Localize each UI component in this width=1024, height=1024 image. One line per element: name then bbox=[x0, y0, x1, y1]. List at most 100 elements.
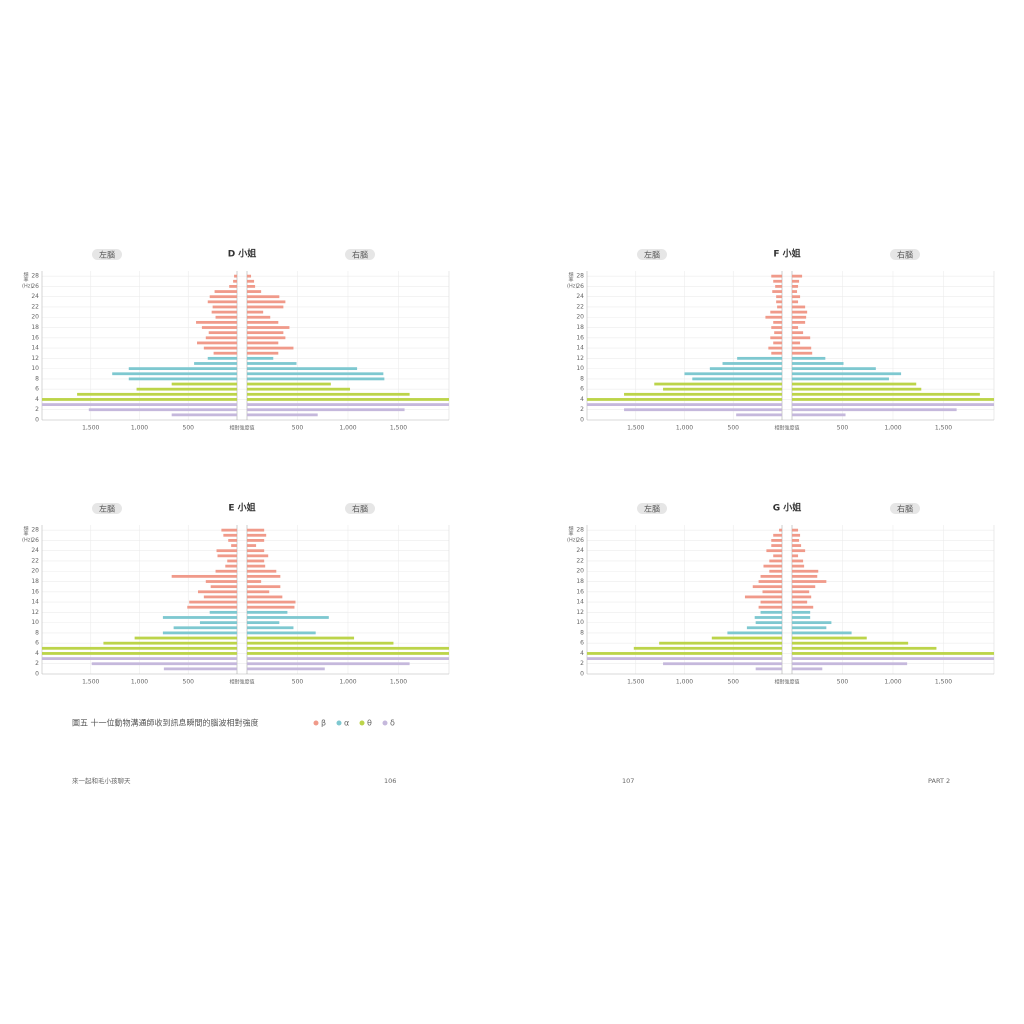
bar bbox=[792, 631, 852, 635]
chart-title: D 小姐 bbox=[228, 248, 257, 260]
x-tick-label: 1,500 bbox=[390, 679, 407, 686]
y-tick-label: 0 bbox=[35, 417, 39, 424]
bar bbox=[42, 398, 237, 401]
bar bbox=[692, 377, 782, 381]
bar bbox=[247, 595, 283, 599]
bar bbox=[247, 554, 269, 558]
pill-label: 右腦 bbox=[897, 250, 913, 260]
y-tick-label: 16 bbox=[31, 334, 39, 341]
bar bbox=[624, 392, 782, 396]
bar bbox=[792, 646, 937, 650]
y-tick-label: 4 bbox=[35, 650, 39, 657]
bar bbox=[792, 392, 980, 396]
bar bbox=[792, 569, 819, 573]
bar bbox=[207, 300, 237, 304]
x-tick-label: 1,500 bbox=[935, 425, 952, 432]
bar bbox=[247, 585, 281, 589]
bar bbox=[758, 605, 782, 609]
y-tick-label: 10 bbox=[31, 365, 39, 372]
x-tick-label: 500 bbox=[837, 425, 849, 432]
bar bbox=[247, 662, 410, 666]
pill-label: 右腦 bbox=[897, 504, 913, 514]
bar bbox=[247, 346, 294, 350]
legend-swatch bbox=[359, 720, 365, 726]
bar bbox=[247, 341, 279, 345]
bar bbox=[792, 667, 823, 671]
legend-label: θ bbox=[367, 719, 372, 728]
bar bbox=[247, 528, 265, 532]
bar bbox=[771, 539, 782, 542]
y-tick-label: 28 bbox=[576, 273, 584, 280]
pill bbox=[890, 503, 920, 514]
y-tick-label: 4 bbox=[35, 396, 39, 403]
bar bbox=[760, 574, 782, 578]
legend-swatch bbox=[336, 720, 342, 726]
bar bbox=[792, 626, 827, 630]
bar bbox=[203, 346, 237, 350]
y-axis-unit: (Hz) bbox=[22, 284, 32, 290]
y-tick-label: 14 bbox=[31, 345, 39, 352]
y-tick-label: 24 bbox=[31, 547, 39, 554]
footer-left: 來一起和毛小孩聊天 bbox=[72, 776, 131, 785]
bar bbox=[247, 626, 294, 630]
bar bbox=[792, 636, 867, 640]
bar bbox=[792, 580, 827, 583]
x-tick-label: 1,000 bbox=[131, 425, 148, 432]
x-tick-label: 500 bbox=[183, 425, 195, 432]
bar bbox=[247, 326, 290, 329]
x-axis-label: 相對強度值 bbox=[774, 425, 799, 432]
y-tick-label: 20 bbox=[576, 568, 584, 575]
bar bbox=[247, 600, 296, 604]
y-tick-label: 22 bbox=[31, 557, 39, 564]
bar bbox=[711, 636, 782, 640]
bar bbox=[755, 621, 782, 625]
pill-label: 右腦 bbox=[352, 504, 368, 514]
bar bbox=[773, 554, 782, 558]
pill bbox=[92, 249, 122, 260]
bar bbox=[247, 295, 280, 299]
bar bbox=[228, 539, 237, 542]
bar bbox=[792, 372, 902, 376]
bar bbox=[775, 285, 782, 288]
y-tick-label: 12 bbox=[31, 609, 39, 616]
bar bbox=[792, 295, 801, 299]
bar bbox=[760, 610, 782, 614]
bar bbox=[247, 641, 394, 645]
bar bbox=[792, 652, 994, 655]
bar bbox=[768, 346, 782, 350]
bar bbox=[217, 554, 237, 558]
bar bbox=[792, 554, 799, 558]
bar bbox=[223, 533, 237, 537]
x-tick-label: 1,000 bbox=[676, 679, 693, 686]
bar bbox=[247, 305, 284, 309]
bar bbox=[247, 279, 255, 283]
bar bbox=[792, 585, 816, 589]
bar bbox=[769, 569, 782, 573]
bar bbox=[247, 382, 331, 386]
bar bbox=[247, 362, 297, 365]
bar bbox=[247, 356, 274, 360]
bar bbox=[247, 580, 262, 583]
bar bbox=[207, 356, 237, 360]
bar bbox=[215, 569, 237, 573]
bar bbox=[42, 646, 237, 650]
bar bbox=[247, 300, 286, 304]
bar bbox=[247, 544, 257, 547]
bar bbox=[760, 600, 782, 604]
bar bbox=[187, 605, 237, 609]
bar bbox=[247, 320, 279, 324]
bar bbox=[771, 544, 782, 547]
bar bbox=[736, 413, 782, 417]
bar bbox=[212, 305, 237, 309]
bar bbox=[247, 667, 325, 671]
bar bbox=[654, 382, 782, 386]
bar bbox=[205, 336, 237, 340]
y-tick-label: 26 bbox=[576, 537, 584, 544]
bar bbox=[201, 326, 237, 329]
bar bbox=[205, 580, 237, 583]
bar bbox=[247, 610, 288, 614]
bar bbox=[210, 585, 237, 589]
bar bbox=[247, 616, 329, 619]
bar bbox=[771, 274, 782, 278]
bar bbox=[663, 662, 782, 666]
